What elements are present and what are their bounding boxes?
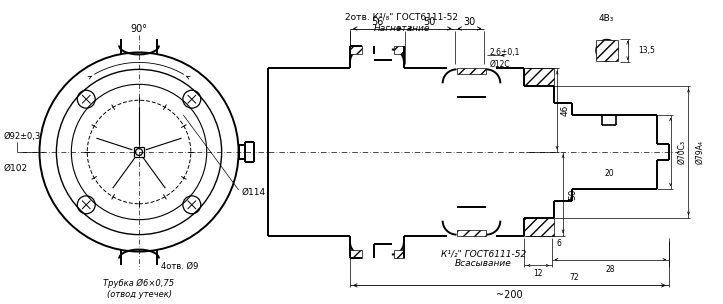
Polygon shape <box>524 68 554 86</box>
Polygon shape <box>394 47 404 54</box>
Text: 72: 72 <box>569 273 579 282</box>
Polygon shape <box>456 230 487 236</box>
Polygon shape <box>456 68 487 74</box>
Text: 56: 56 <box>371 17 384 26</box>
Text: Ø92±0,3: Ø92±0,3 <box>4 132 41 140</box>
Text: 90°: 90° <box>131 24 147 33</box>
Text: 4отв. Ø9: 4отв. Ø9 <box>161 262 198 271</box>
Text: 30: 30 <box>463 17 476 26</box>
Text: Всасывание: Всасывание <box>455 259 512 268</box>
Text: 50: 50 <box>424 17 436 26</box>
Text: Трубка Ø6×0,75: Трубка Ø6×0,75 <box>103 279 174 288</box>
Text: 12: 12 <box>534 269 543 278</box>
Text: 6: 6 <box>557 239 562 248</box>
Text: ~200: ~200 <box>496 290 523 300</box>
Text: Ø70С₃: Ø70С₃ <box>677 140 686 164</box>
Text: Ø102: Ø102 <box>4 164 27 172</box>
Text: 28: 28 <box>605 265 615 274</box>
Text: 2,6±0,1: 2,6±0,1 <box>489 48 520 57</box>
Text: 50: 50 <box>568 188 578 199</box>
Text: 13,5: 13,5 <box>638 46 654 55</box>
Text: Нагнетание: Нагнетание <box>374 24 430 33</box>
Text: 4В₃: 4В₃ <box>599 14 615 23</box>
Text: 20: 20 <box>604 169 614 178</box>
Text: 2отв. К³/₈" ГОСТ6111-52: 2отв. К³/₈" ГОСТ6111-52 <box>346 12 458 21</box>
Polygon shape <box>350 250 362 257</box>
Polygon shape <box>524 218 554 236</box>
Text: 46: 46 <box>560 105 570 116</box>
Text: Ø12С: Ø12С <box>489 60 510 69</box>
Text: Ø79А₄: Ø79А₄ <box>696 140 705 164</box>
Polygon shape <box>596 40 618 61</box>
Text: (отвод утечек): (отвод утечек) <box>106 290 171 299</box>
Polygon shape <box>394 250 404 257</box>
Text: К¹/₂" ГОСТ6111-52: К¹/₂" ГОСТ6111-52 <box>441 249 526 258</box>
Text: Ø114: Ø114 <box>241 187 265 196</box>
Polygon shape <box>350 47 362 54</box>
